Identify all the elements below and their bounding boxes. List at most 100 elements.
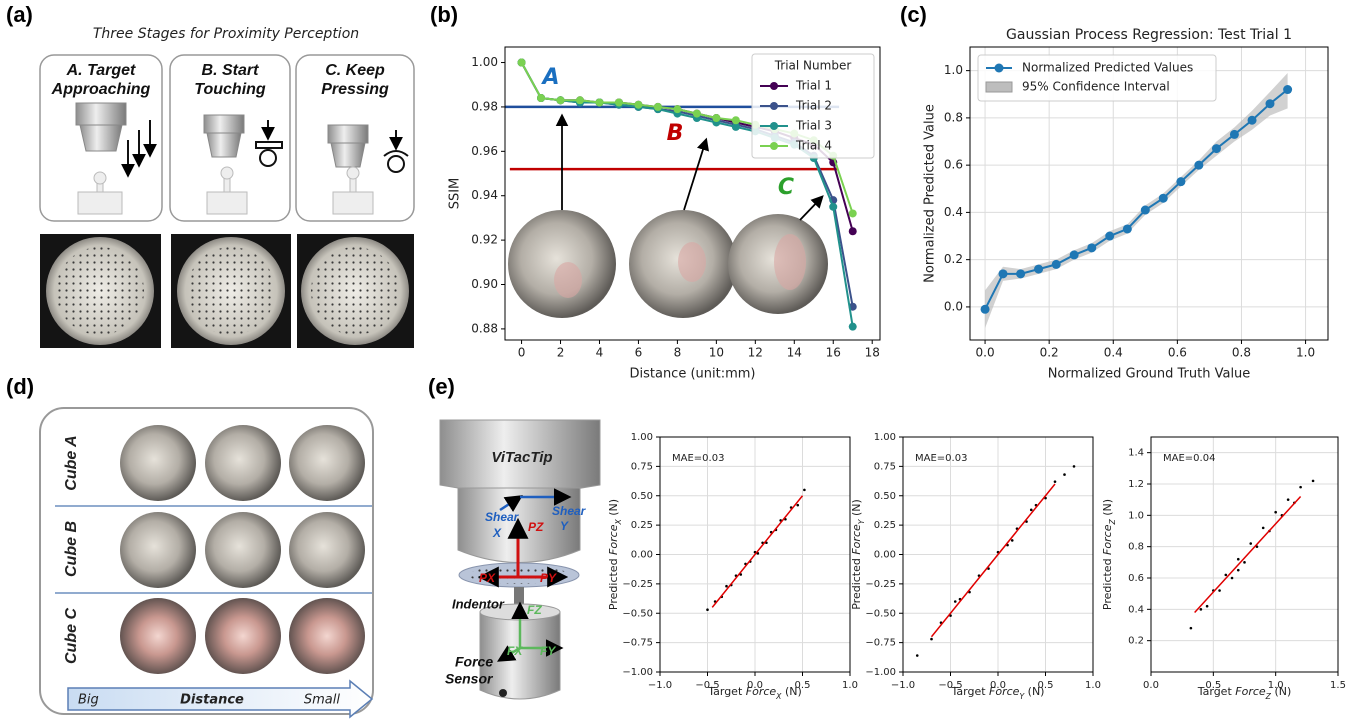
point: [1283, 85, 1292, 94]
point: [654, 103, 662, 111]
point: [1274, 511, 1277, 514]
y-tick-label: 0.4: [944, 205, 963, 219]
y-tick-label: 0.75: [631, 461, 653, 472]
diagram-label: ViTacTip: [491, 449, 552, 466]
diagram-label: PZ: [528, 520, 544, 534]
legend-swatch: [770, 142, 778, 150]
point: [1265, 99, 1274, 108]
y-tick-label: −0.75: [865, 638, 896, 649]
x-tick-label: 10: [709, 346, 724, 360]
point: [1054, 480, 1057, 483]
point: [1176, 177, 1185, 186]
y-tick-label: −1.00: [622, 667, 653, 678]
panel-label: (a): [6, 2, 33, 27]
y-tick-label: 0.98: [471, 99, 498, 113]
y-tick-label: 0.0: [944, 299, 963, 313]
legend-title: Trial Number: [774, 59, 852, 73]
diagram-label: Y: [560, 519, 569, 533]
point: [849, 227, 857, 235]
y-tick-label: 1.00: [471, 55, 498, 69]
x-tick-label: 0.0: [1143, 680, 1159, 691]
y-tick-label: 0.90: [471, 277, 498, 291]
point: [981, 305, 990, 314]
annotation: MAE=0.03: [915, 453, 967, 464]
diagram-label: X: [492, 526, 502, 540]
annotation: A: [540, 65, 559, 90]
axis-label-part: (N): [1024, 685, 1044, 698]
stage-label: B. Start: [202, 62, 260, 79]
point: [1190, 627, 1193, 630]
point: [954, 600, 957, 603]
axis-label-part: Target: [1197, 685, 1236, 698]
point: [1070, 250, 1079, 259]
panel-e-diagram: ViTacTip Shear X Shear Y PZ PX PY Indent…: [440, 420, 600, 699]
axis-label: Target ForceY (N): [951, 685, 1045, 701]
point: [1299, 486, 1302, 489]
axis-label-part: Force: [1101, 524, 1114, 555]
diagram-label: FX: [507, 644, 523, 658]
point: [634, 101, 642, 109]
point: [518, 59, 526, 67]
point: [1073, 465, 1076, 468]
axis-label-part: (N): [850, 499, 863, 519]
tactile-image: [40, 234, 414, 348]
x-tick-label: 0.0: [976, 346, 995, 360]
axis-label-part: (N): [607, 499, 620, 519]
x-tick-label: 18: [865, 346, 880, 360]
y-tick-label: 0.25: [631, 520, 653, 531]
axis-label-part: Force: [989, 685, 1020, 698]
annotation: MAE=0.04: [1163, 453, 1215, 464]
y-tick-label: 0.96: [471, 144, 498, 158]
axis-label-part: Predicted: [607, 555, 620, 610]
y-tick-label: 1.4: [1128, 448, 1144, 459]
y-tick-label: −0.50: [865, 608, 896, 619]
y-tick-label: 0.4: [1128, 604, 1144, 615]
point: [916, 654, 919, 657]
axis-label: Predicted ForceX (N): [607, 499, 623, 610]
point: [1034, 265, 1043, 274]
y-tick-label: 0.50: [874, 491, 896, 502]
point: [1243, 561, 1246, 564]
point: [576, 96, 584, 104]
x-tick-label: 0.6: [1168, 346, 1187, 360]
point: [1212, 144, 1221, 153]
axis-label: Normalized Predicted Value: [923, 104, 938, 283]
y-tick-label: 0.8: [1128, 542, 1144, 553]
point: [1230, 130, 1239, 139]
annotation: MAE=0.03: [672, 453, 724, 464]
row-label: Cube B: [63, 521, 80, 577]
legend-swatch: [986, 82, 1012, 92]
x-tick-label: 0.8: [1232, 346, 1251, 360]
panel-label: (d): [6, 374, 34, 399]
point: [1016, 269, 1025, 278]
point: [829, 203, 837, 211]
y-tick-label: 0.6: [944, 158, 963, 172]
axis-label-part: (N): [1271, 685, 1291, 698]
point: [849, 209, 857, 217]
y-tick-label: 0.8: [944, 110, 963, 124]
axis-label-part: Target: [951, 685, 990, 698]
axis-label-part: (N): [1101, 499, 1114, 519]
y-tick-label: −0.25: [865, 579, 896, 590]
legend-swatch: [770, 82, 778, 90]
y-tick-label: 1.00: [631, 432, 653, 443]
x-tick-label: 2: [557, 346, 565, 360]
legend-label: Normalized Predicted Values: [1022, 61, 1193, 75]
y-tick-label: 0.6: [1128, 573, 1144, 584]
chart-title: Gaussian Process Regression: Test Trial …: [1006, 27, 1292, 43]
axis-label-part: Force: [607, 524, 620, 555]
diagram-label: FY: [540, 644, 556, 658]
row-label: Cube C: [63, 608, 80, 664]
point: [557, 96, 565, 104]
y-tick-label: −0.50: [622, 608, 653, 619]
point: [803, 489, 806, 492]
arrow-label: Big: [78, 693, 99, 708]
point: [1218, 589, 1221, 592]
diagram-label: Force: [455, 654, 493, 670]
point: [1248, 116, 1257, 125]
point: [1159, 194, 1168, 203]
point: [1011, 539, 1014, 542]
x-tick-label: 4: [596, 346, 604, 360]
annotation: B: [667, 121, 684, 146]
diagram-label: PY: [540, 571, 557, 585]
